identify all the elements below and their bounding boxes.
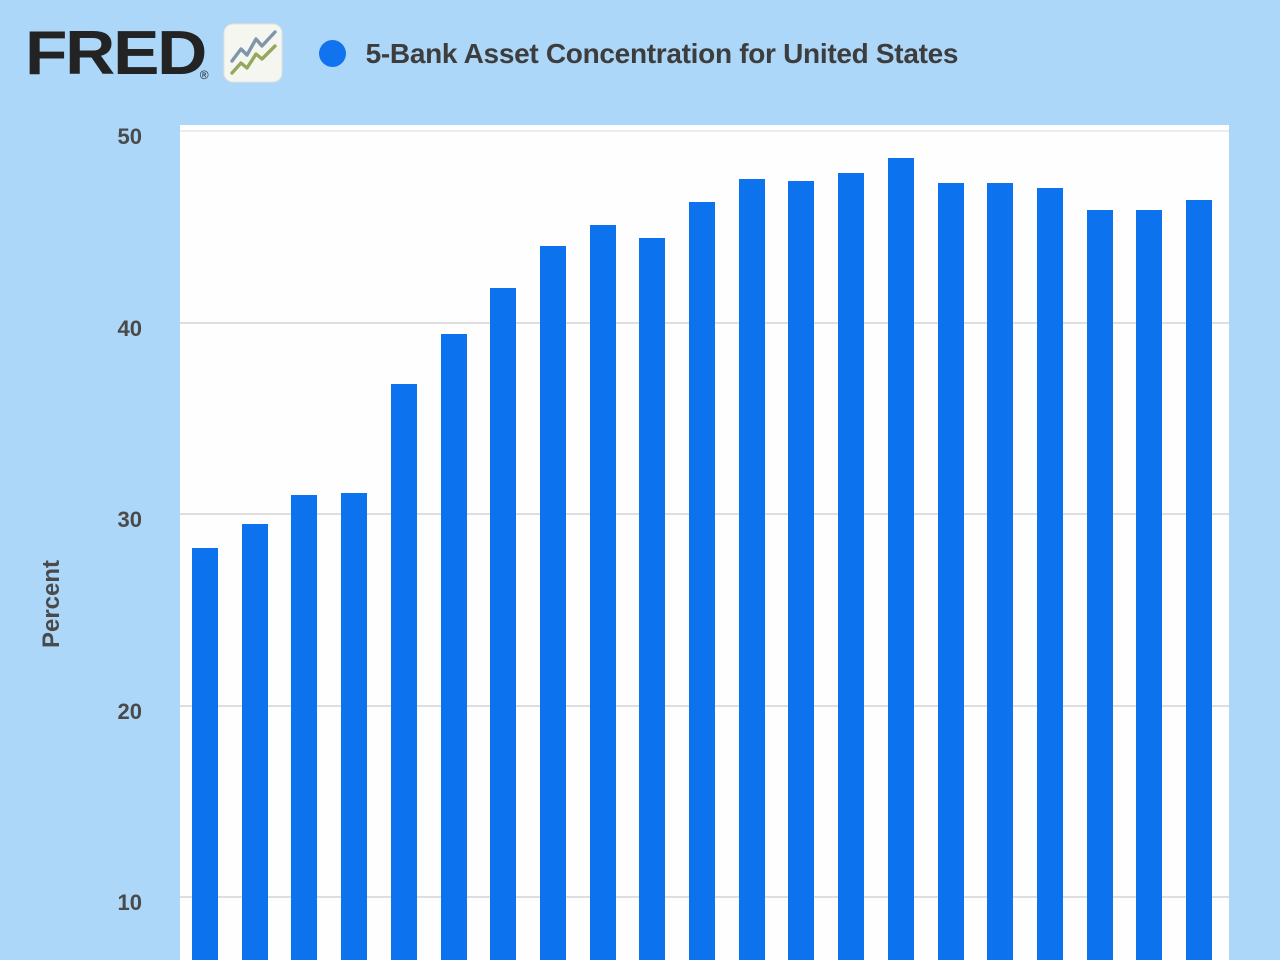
bar-9[interactable] xyxy=(589,224,616,960)
bar-18[interactable] xyxy=(1036,188,1063,960)
bar-4[interactable] xyxy=(341,492,368,960)
bar-10[interactable] xyxy=(639,238,666,960)
bar-6[interactable] xyxy=(440,333,467,960)
series-title: 5-Bank Asset Concentration for United St… xyxy=(365,38,959,69)
bar-1[interactable] xyxy=(192,548,218,960)
bar-14[interactable] xyxy=(838,173,865,960)
ytick-label-50: 50 xyxy=(117,124,142,149)
bar-15[interactable] xyxy=(887,157,914,960)
bar-3[interactable] xyxy=(291,494,318,960)
ytick-label-20: 20 xyxy=(117,698,142,724)
registered-trademark: ® xyxy=(199,68,209,82)
bar-12[interactable] xyxy=(738,178,765,960)
bar-chart-plot-area xyxy=(180,125,1229,960)
bar-11[interactable] xyxy=(689,201,715,960)
bar-5[interactable] xyxy=(390,383,417,960)
fred-logo[interactable]: FRED ® xyxy=(25,23,209,85)
bar-20[interactable] xyxy=(1136,209,1163,960)
y-axis-title: Percent xyxy=(38,559,65,649)
ytick-label-40: 40 xyxy=(117,315,142,341)
series-legend-dot-icon xyxy=(318,39,346,67)
chart-header: FRED ® 5-Bank Asset Concentration for Un… xyxy=(25,18,958,90)
bar-7[interactable] xyxy=(490,288,517,960)
bar-13[interactable] xyxy=(788,180,815,960)
ytick-label-30: 30 xyxy=(117,507,142,532)
fred-logo-text: FRED xyxy=(25,19,207,88)
bar-2[interactable] xyxy=(241,523,268,960)
bar-19[interactable] xyxy=(1086,209,1113,960)
gridline-50 xyxy=(180,130,1229,132)
bar-16[interactable] xyxy=(937,182,964,960)
bar-21[interactable] xyxy=(1186,199,1212,960)
bar-17[interactable] xyxy=(987,182,1014,960)
fred-sparkline-icon xyxy=(223,23,283,88)
ytick-label-10: 10 xyxy=(117,890,142,915)
bar-8[interactable] xyxy=(539,245,566,960)
